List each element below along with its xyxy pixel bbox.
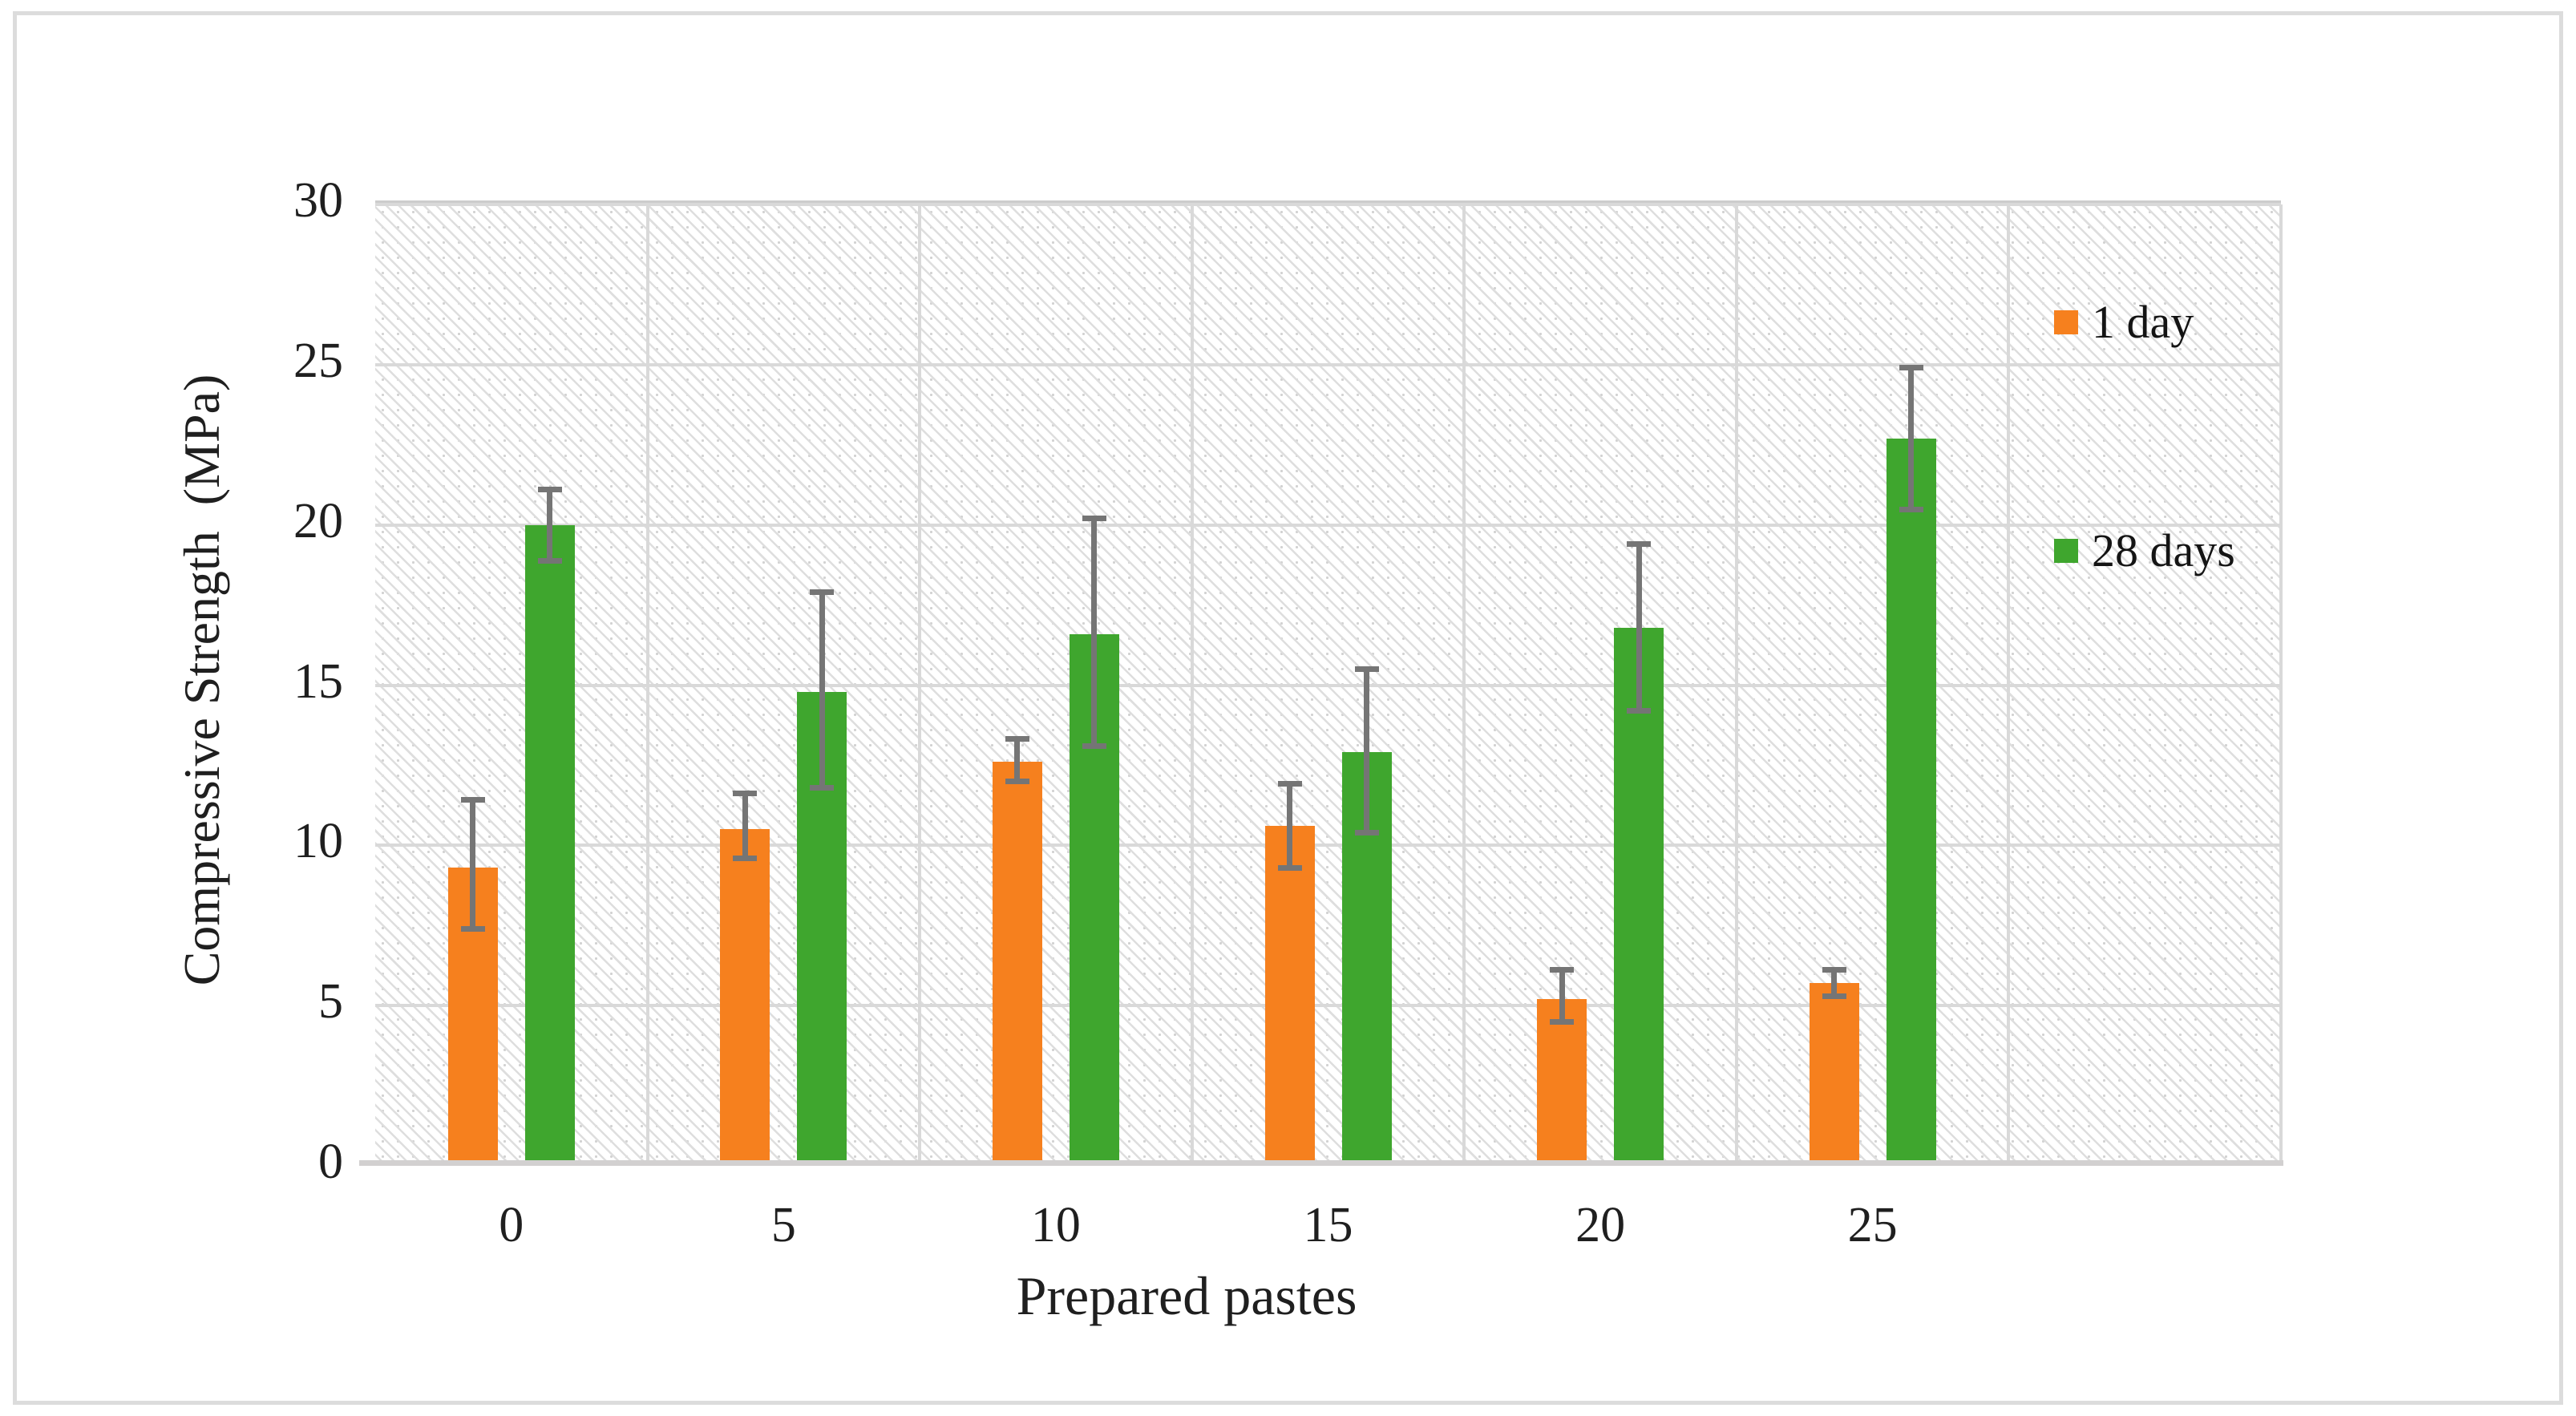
bar-28days-cat20 [1614, 627, 1664, 1166]
legend-label: 28 days [2092, 524, 2235, 577]
y-tick-10: 10 [293, 814, 343, 869]
error-cap-bottom [1627, 708, 1652, 714]
error-bar-1day-cat0 [470, 797, 476, 933]
error-cap-top [1899, 364, 1923, 370]
y-tick-20: 20 [293, 493, 343, 548]
error-cap-bottom [1822, 993, 1846, 1000]
x-tick-20: 20 [1575, 1198, 1626, 1252]
error-cap-bottom [733, 856, 758, 862]
v-gridline-5 [1735, 204, 1738, 1166]
x-tick-0: 0 [499, 1198, 524, 1252]
error-cap-bottom [1550, 1019, 1575, 1026]
h-gridline-10 [375, 844, 2281, 848]
plot-area [375, 200, 2283, 1166]
error-cap-top [733, 791, 758, 797]
v-gridline-2 [918, 204, 921, 1166]
h-gridline-20 [375, 523, 2281, 527]
legend-item-28days: 28 days [2054, 524, 2235, 577]
error-bar-1day-cat5 [742, 791, 748, 862]
y-tick-15: 15 [293, 653, 343, 709]
h-gridline-25 [375, 362, 2281, 366]
x-axis-title: Prepared pastes [1016, 1265, 1357, 1326]
error-cap-top [460, 797, 485, 803]
legend-marker-28days [2054, 538, 2078, 563]
legend-marker-1day [2054, 309, 2078, 334]
bar-28days-cat25 [1886, 438, 1936, 1166]
error-bar-1day-cat20 [1559, 967, 1565, 1026]
y-tick-25: 25 [293, 333, 343, 388]
bar-1day-cat20 [1537, 999, 1587, 1166]
v-gridline-4 [1462, 204, 1466, 1166]
y-tick-0: 0 [318, 1135, 343, 1189]
bar-28days-cat0 [524, 524, 575, 1166]
error-bar-28days-cat15 [1364, 666, 1369, 836]
error-cap-top [1005, 736, 1029, 742]
error-cap-top [1627, 540, 1652, 547]
bar-1day-cat15 [1264, 826, 1315, 1166]
error-cap-bottom [1005, 779, 1029, 785]
error-cap-top [1822, 967, 1846, 973]
y-tick-5: 5 [318, 974, 343, 1030]
v-gridline-1 [646, 204, 649, 1166]
y-tick-30: 30 [293, 173, 343, 228]
error-bar-28days-cat0 [547, 486, 553, 564]
x-axis-line [359, 1160, 2283, 1166]
error-cap-bottom [810, 785, 835, 791]
x-tick-15: 15 [1303, 1198, 1353, 1252]
error-bar-1day-cat10 [1014, 736, 1021, 785]
h-gridline-30 [375, 203, 2281, 206]
error-cap-bottom [1354, 830, 1379, 836]
h-gridline-5 [375, 1004, 2281, 1008]
error-bar-28days-cat25 [1908, 364, 1915, 512]
error-cap-top [1354, 666, 1379, 672]
error-cap-bottom [1082, 743, 1106, 750]
v-gridline-7 [2279, 204, 2283, 1166]
bar-1day-cat25 [1809, 983, 1859, 1166]
error-cap-top [1082, 515, 1106, 521]
error-bar-1day-cat15 [1287, 781, 1292, 872]
error-cap-bottom [1277, 865, 1302, 872]
bar-1day-cat10 [992, 762, 1042, 1166]
x-tick-25: 25 [1847, 1198, 1898, 1252]
error-cap-top [810, 589, 835, 595]
y-axis-title: Compressive Strength (MPa) [173, 374, 230, 986]
error-bar-1day-cat25 [1831, 967, 1838, 1000]
error-bar-28days-cat10 [1091, 515, 1098, 750]
x-tick-10: 10 [1030, 1198, 1081, 1252]
v-gridline-6 [2007, 204, 2010, 1166]
error-cap-top [537, 486, 562, 492]
h-gridline-15 [375, 683, 2281, 687]
legend-label: 1 day [2092, 296, 2194, 348]
error-cap-bottom [537, 557, 562, 564]
legend-item-1day: 1 day [2054, 295, 2194, 349]
v-gridline-3 [1191, 204, 1194, 1166]
error-cap-top [1277, 781, 1302, 787]
error-bar-28days-cat20 [1636, 540, 1642, 714]
error-cap-bottom [1899, 506, 1923, 512]
x-tick-5: 5 [770, 1198, 796, 1252]
bar-1day-cat5 [720, 829, 770, 1166]
error-bar-28days-cat5 [819, 589, 825, 791]
error-cap-bottom [460, 926, 485, 933]
error-cap-top [1550, 967, 1575, 973]
